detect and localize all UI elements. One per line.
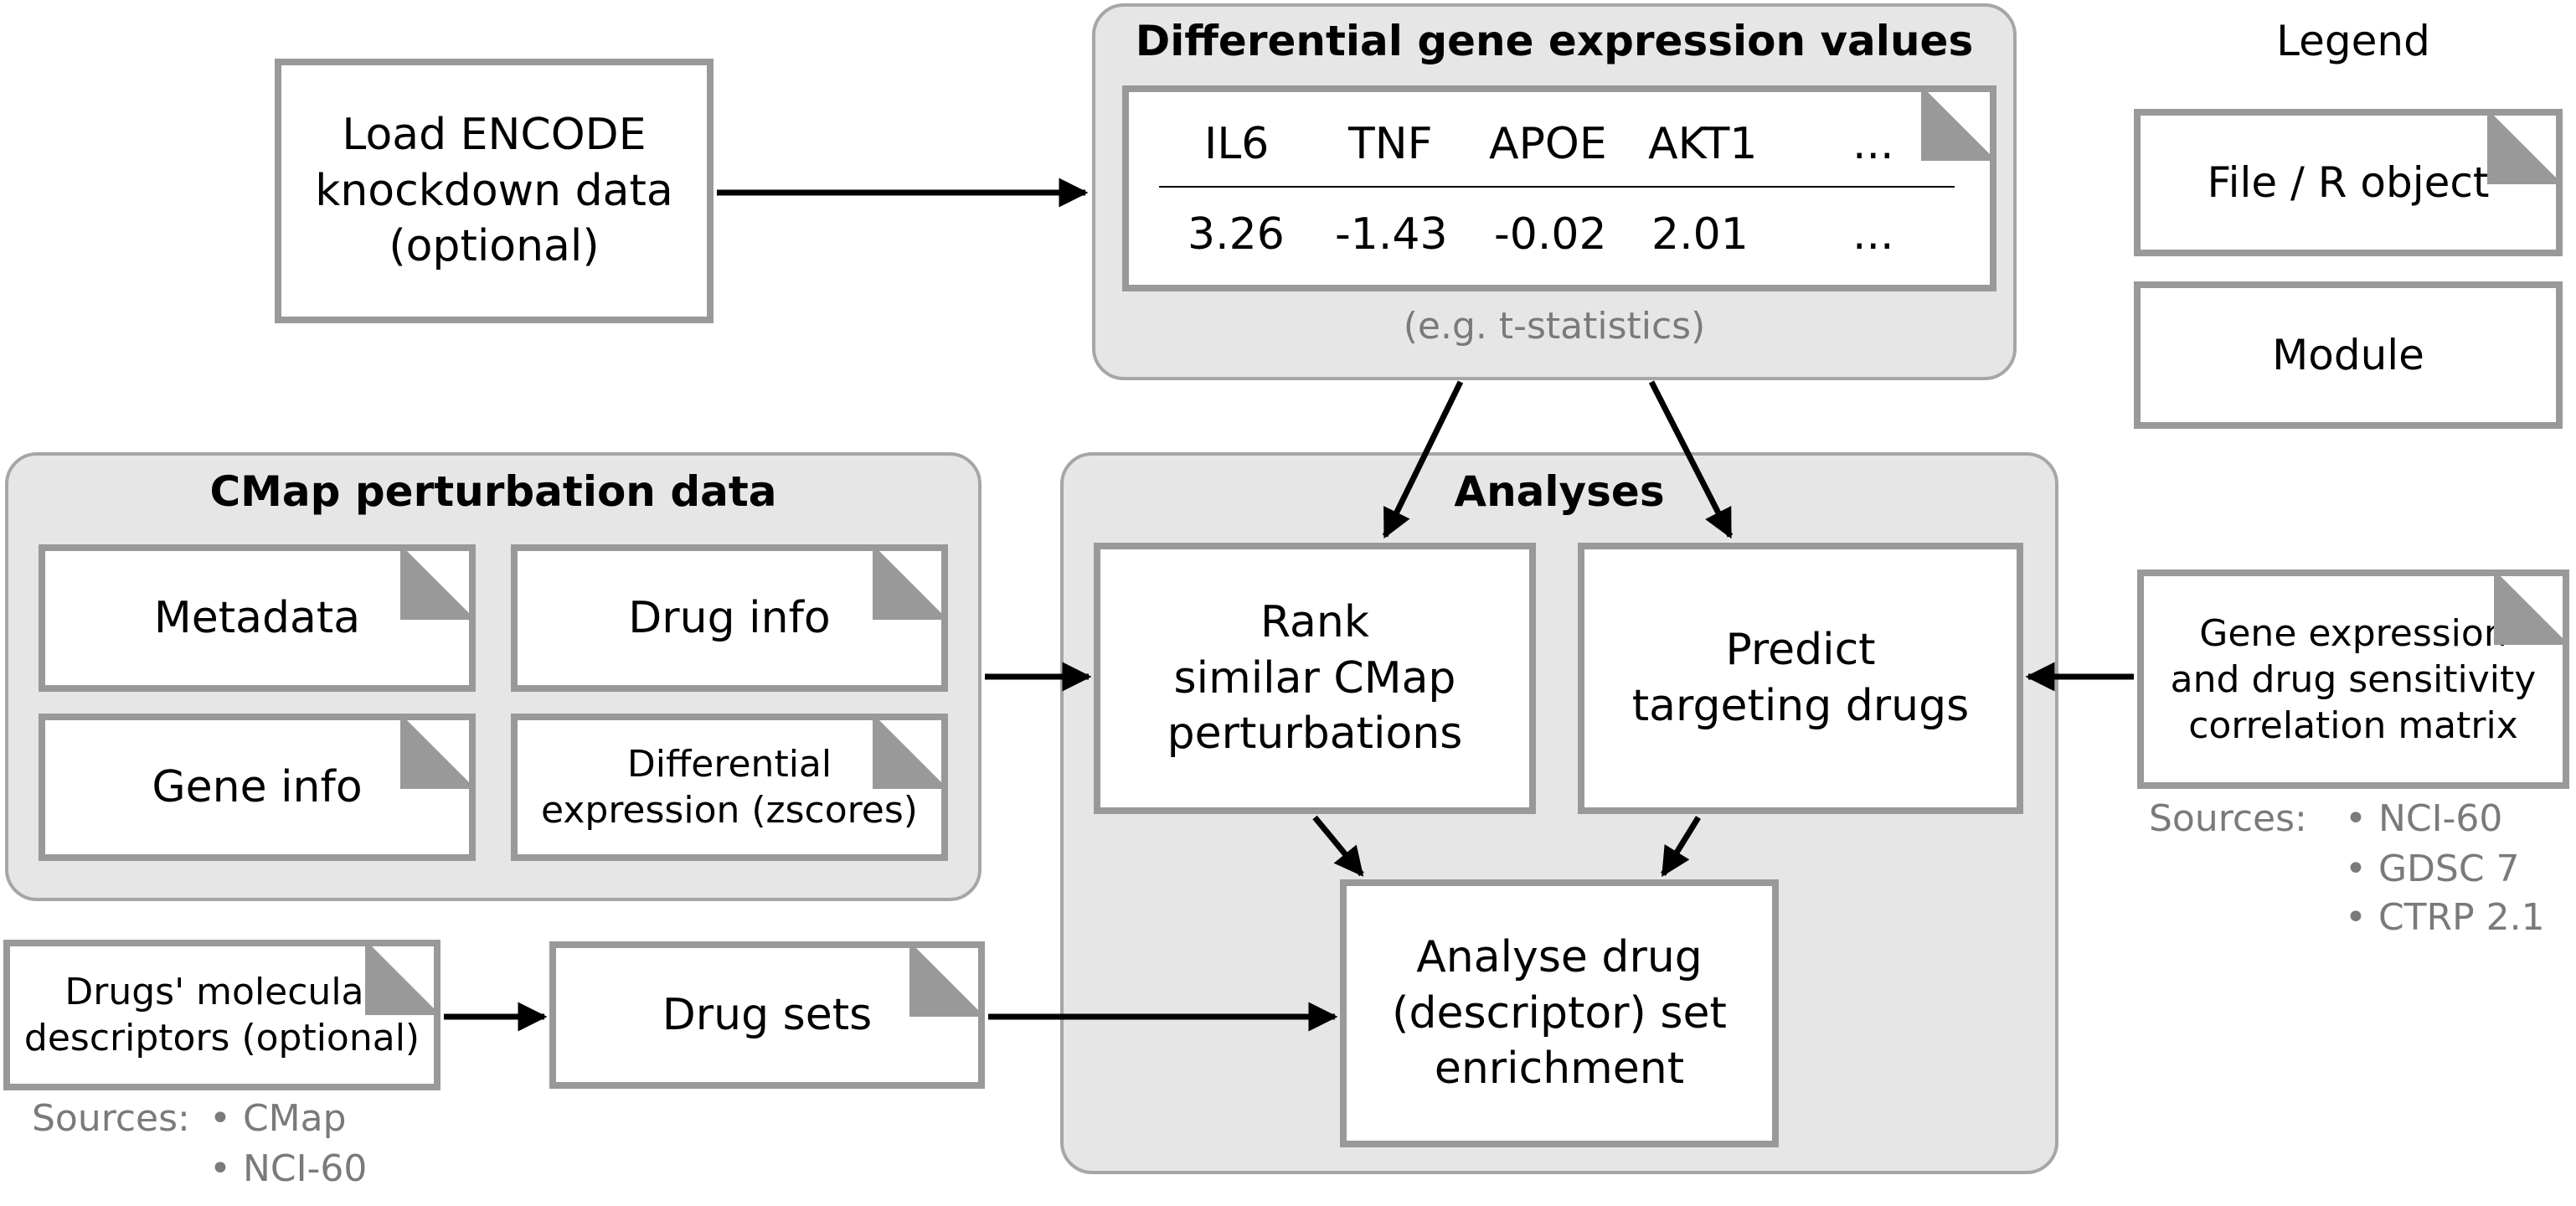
legend-module-box: Module (2134, 281, 2563, 429)
dge-gene-akt1: AKT1 (1648, 119, 1758, 169)
cmap-drug-info-label: Drug info (628, 592, 831, 643)
cmap-gene-info-label: Gene info (152, 761, 363, 812)
cmap-diff-expr-label: Differential expression (zscores) (541, 743, 918, 832)
dge-gene-row: IL6 TNF APOE AKT1 ... (1129, 117, 1990, 176)
enrich-label: Analyse drug (descriptor) set enrichment (1392, 932, 1727, 1095)
cmap-diff-expr-file: Differential expression (zscores) (511, 714, 948, 861)
arrow-rank-to-enrich (1312, 815, 1364, 877)
gene-drug-matrix-label: Gene expression and drug sensitivity cor… (2170, 611, 2537, 747)
dge-value-more: ... (1852, 209, 1894, 260)
gene-drug-source-item: • CTRP 2.1 (2345, 896, 2545, 939)
descriptors-sources-label: Sources: (32, 1097, 190, 1140)
dge-gene-more: ... (1852, 119, 1894, 169)
dge-value-row: 3.26 -1.43 -0.02 2.01 ... (1129, 208, 1990, 266)
descriptors-file: Drugs' molecular descriptors (optional) (3, 940, 440, 1090)
cmap-metadata-file: Metadata (39, 544, 476, 692)
legend-module-label: Module (2272, 331, 2424, 379)
cmap-drug-info-file: Drug info (511, 544, 948, 692)
legend-title: Legend (2276, 17, 2430, 65)
folded-corner-icon (873, 544, 948, 620)
gene-drug-matrix-file: Gene expression and drug sensitivity cor… (2137, 570, 2569, 789)
dge-caption: (e.g. t-statistics) (1403, 305, 1706, 348)
dge-gene-il6: IL6 (1204, 119, 1270, 169)
dge-gene-apoe: APOE (1489, 119, 1607, 169)
folded-corner-icon (365, 940, 440, 1015)
arrow-predict-to-enrich (1661, 816, 1701, 877)
enrich-module: Analyse drug (descriptor) set enrichment (1340, 879, 1779, 1147)
folded-corner-icon (1921, 85, 1996, 161)
analyses-title: Analyses (1454, 467, 1665, 516)
gene-drug-source-item: • NCI-60 (2345, 797, 2503, 840)
folded-corner-icon (873, 714, 948, 789)
dge-divider (1159, 186, 1955, 188)
dge-value-apoe: -0.02 (1494, 209, 1607, 260)
drug-sets-file: Drug sets (549, 941, 985, 1089)
arrow-dge-to-predict (1648, 380, 1734, 539)
dge-table-file: IL6 TNF APOE AKT1 ... 3.26 -1.43 -0.02 2… (1122, 85, 1996, 291)
drug-sets-label: Drug sets (662, 989, 873, 1040)
dge-value-il6: 3.26 (1188, 209, 1285, 260)
descriptors-label: Drugs' molecular descriptors (optional) (23, 971, 420, 1059)
rank-module: Rank similar CMap perturbations (1094, 543, 1536, 814)
legend-file-label: File / R object (2207, 157, 2490, 207)
gene-drug-source-item: • GDSC 7 (2345, 848, 2520, 890)
gene-drug-sources-label: Sources: (2149, 797, 2307, 840)
cmap-metadata-label: Metadata (153, 592, 361, 643)
descriptors-source-item: • NCI-60 (209, 1147, 368, 1190)
dge-value-tnf: -1.43 (1335, 209, 1448, 260)
arrow-dge-to-rank (1382, 380, 1464, 539)
dge-title: Differential gene expression values (1135, 17, 1974, 65)
rank-label: Rank similar CMap perturbations (1167, 597, 1463, 760)
folded-corner-icon (400, 714, 476, 789)
predict-module: Predict targeting drugs (1578, 543, 2023, 814)
load-encode-label: Load ENCODE knockdown data (optional) (315, 110, 673, 272)
dge-value-akt1: 2.01 (1651, 209, 1749, 260)
cmap-gene-info-file: Gene info (39, 714, 476, 861)
descriptors-source-item: • CMap (209, 1097, 347, 1140)
folded-corner-icon (909, 941, 985, 1017)
load-encode-module: Load ENCODE knockdown data (optional) (275, 59, 714, 323)
folded-corner-icon (2494, 570, 2569, 645)
legend-file-box: File / R object (2134, 109, 2563, 256)
folded-corner-icon (2487, 109, 2563, 184)
cmap-title: CMap perturbation data (209, 467, 777, 516)
predict-label: Predict targeting drugs (1631, 625, 1970, 731)
folded-corner-icon (400, 544, 476, 620)
dge-gene-tnf: TNF (1348, 119, 1433, 169)
